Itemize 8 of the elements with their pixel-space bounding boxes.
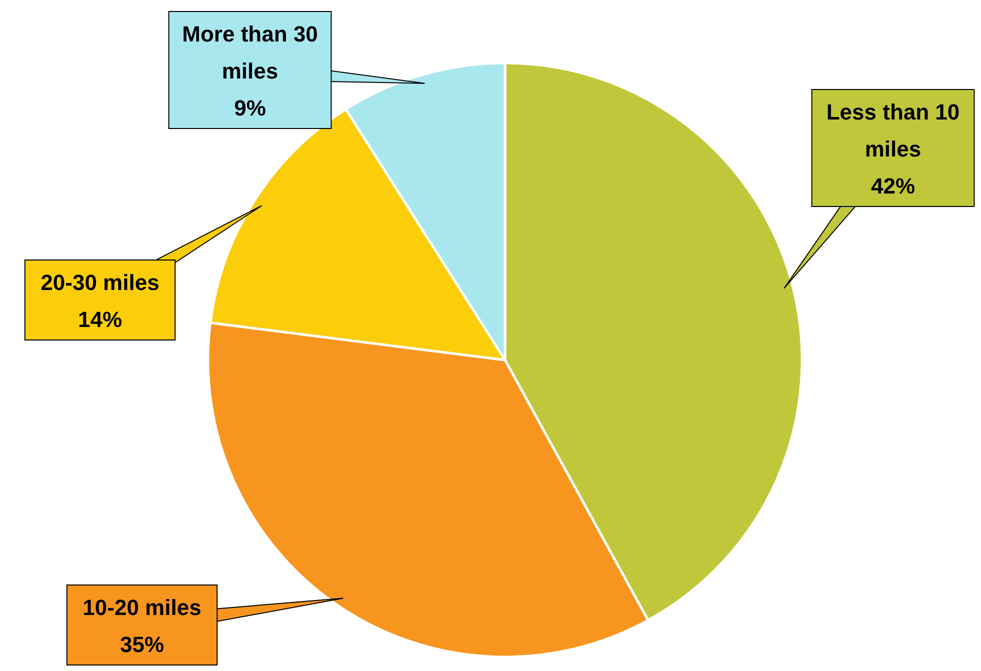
slice-label: More than 30 miles [182,22,318,84]
slice-label: 10-20 miles [82,595,202,620]
data-label: 35% [120,632,164,657]
data-label: 9% [234,96,266,120]
data-label: 14% [78,307,122,332]
slice-label: 20-30 miles [40,270,160,295]
data-label: 42% [870,174,916,198]
slice-label: Less than 10 miles [826,100,960,162]
